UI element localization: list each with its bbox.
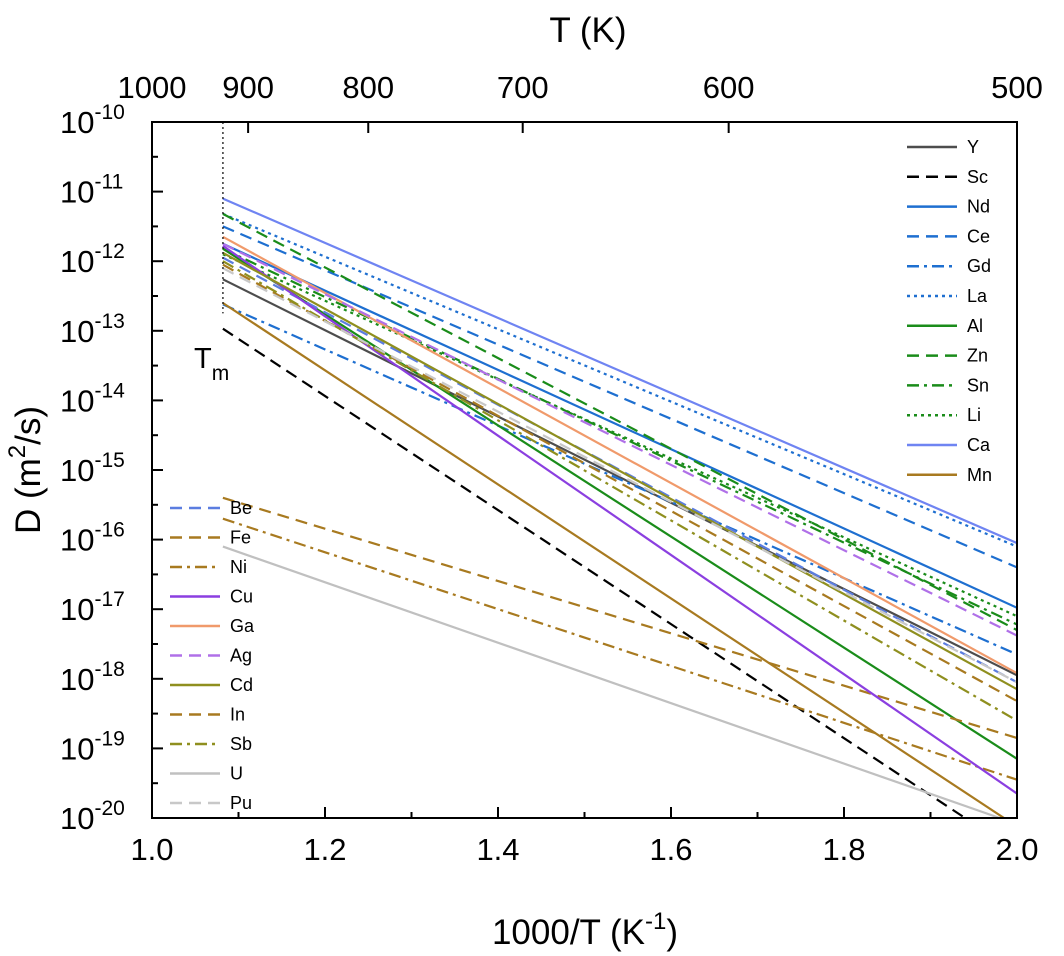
series-line-al: [222, 247, 1017, 760]
legend-label-ni: Ni: [230, 557, 247, 577]
x-tick-label: 1.6: [649, 832, 692, 867]
legend-label-fe: Fe: [230, 528, 251, 548]
legend-label-nd: Nd: [967, 197, 990, 217]
legend-label-al: Al: [967, 316, 983, 336]
x-tick-label: 1.8: [822, 832, 865, 867]
legend-label-sn: Sn: [967, 375, 989, 395]
melting-point-subscript: m: [212, 362, 230, 385]
legend-label-gd: Gd: [967, 256, 991, 276]
legend-label-ga: Ga: [230, 616, 255, 636]
series-line-mn: [222, 302, 1005, 818]
y-tick-label: 10-16: [60, 519, 125, 558]
legend-label-li: Li: [967, 405, 981, 425]
y-tick-label: 10-11: [60, 171, 123, 210]
legend-bottom-left: Be Fe Ni Cu Ga Ag Cd In Sb U Pu: [170, 498, 255, 813]
legend-label-ag: Ag: [230, 646, 252, 666]
legend-label-ca: Ca: [967, 435, 991, 455]
x-tick-label: 1.4: [476, 832, 519, 867]
legend-label-cd: Cd: [230, 675, 253, 695]
legend-label-y: Y: [967, 137, 979, 157]
legend-label-zn: Zn: [967, 346, 988, 366]
series-line-sb: [222, 260, 1017, 722]
legend-label-in: In: [230, 705, 245, 725]
series-line-ag: [222, 242, 1017, 637]
legend-label-be: Be: [230, 498, 252, 518]
top-tick-label: 500: [991, 70, 1043, 105]
series-line-cu: [222, 244, 1017, 795]
series-line-be: [222, 256, 1017, 684]
legend-label-u: U: [230, 764, 243, 784]
y-axis-title: D (m2/s): [4, 406, 48, 534]
top-axis-title: T (K): [549, 11, 626, 50]
melting-point-label: Tm: [194, 343, 229, 385]
legend-label-ce: Ce: [967, 226, 990, 246]
series-line-pu: [222, 267, 1017, 684]
top-tick-label: 800: [342, 70, 394, 105]
series-line-cd: [222, 251, 1017, 691]
y-tick-label: 10-13: [60, 310, 125, 349]
top-tick-label: 900: [222, 70, 274, 105]
series-line-sn: [222, 247, 1017, 626]
series-line-u: [222, 545, 1001, 818]
legend-label-cu: Cu: [230, 587, 253, 607]
series-line-gd: [222, 303, 1017, 656]
y-tick-label: 10-17: [60, 588, 125, 627]
y-tick-label: 10-19: [60, 727, 125, 766]
legend-label-sb: Sb: [230, 734, 252, 754]
top-tick-label: 600: [703, 70, 755, 105]
legend-label-pu: Pu: [230, 793, 252, 813]
series-lines: [222, 197, 1017, 818]
y-tick-label: 10-10: [60, 101, 125, 140]
x-tick-label: 1.0: [130, 832, 173, 867]
legend-label-sc: Sc: [967, 167, 988, 187]
legend-label-mn: Mn: [967, 465, 992, 485]
series-line-fe: [222, 496, 1017, 740]
x-axis-title: 1000/T (K-1): [492, 908, 678, 952]
series-line-ni: [222, 517, 1017, 781]
series-line-li: [222, 253, 1017, 618]
y-tick-label: 10-18: [60, 658, 125, 697]
y-tick-label: 10-12: [60, 240, 125, 279]
axes: 1.0 1.2 1.4 1.6 1.8 2.0 1000 900 800 700 600 500 10-…: [60, 70, 1043, 867]
legend-label-la: La: [967, 286, 988, 306]
series-line-zn: [222, 212, 1017, 632]
top-tick-label: 700: [497, 70, 549, 105]
y-tick-label: 10-14: [60, 379, 125, 418]
series-line-sc: [222, 327, 966, 818]
series-line-ce: [222, 225, 1017, 569]
x-tick-label: 1.2: [303, 832, 346, 867]
y-tick-label: 10-15: [60, 449, 125, 488]
series-line-ga: [222, 235, 1017, 675]
series-line-nd: [222, 242, 1017, 609]
x-tick-label: 2.0: [995, 832, 1038, 867]
legend-top-right: Y Sc Nd Ce Gd La Al Zn Sn Li Ca Mn: [907, 137, 992, 485]
top-tick-label: 1000: [118, 70, 187, 105]
series-line-ca: [222, 197, 1017, 545]
series-line-y: [222, 278, 1017, 677]
y-tick-label: 10-20: [60, 797, 125, 836]
